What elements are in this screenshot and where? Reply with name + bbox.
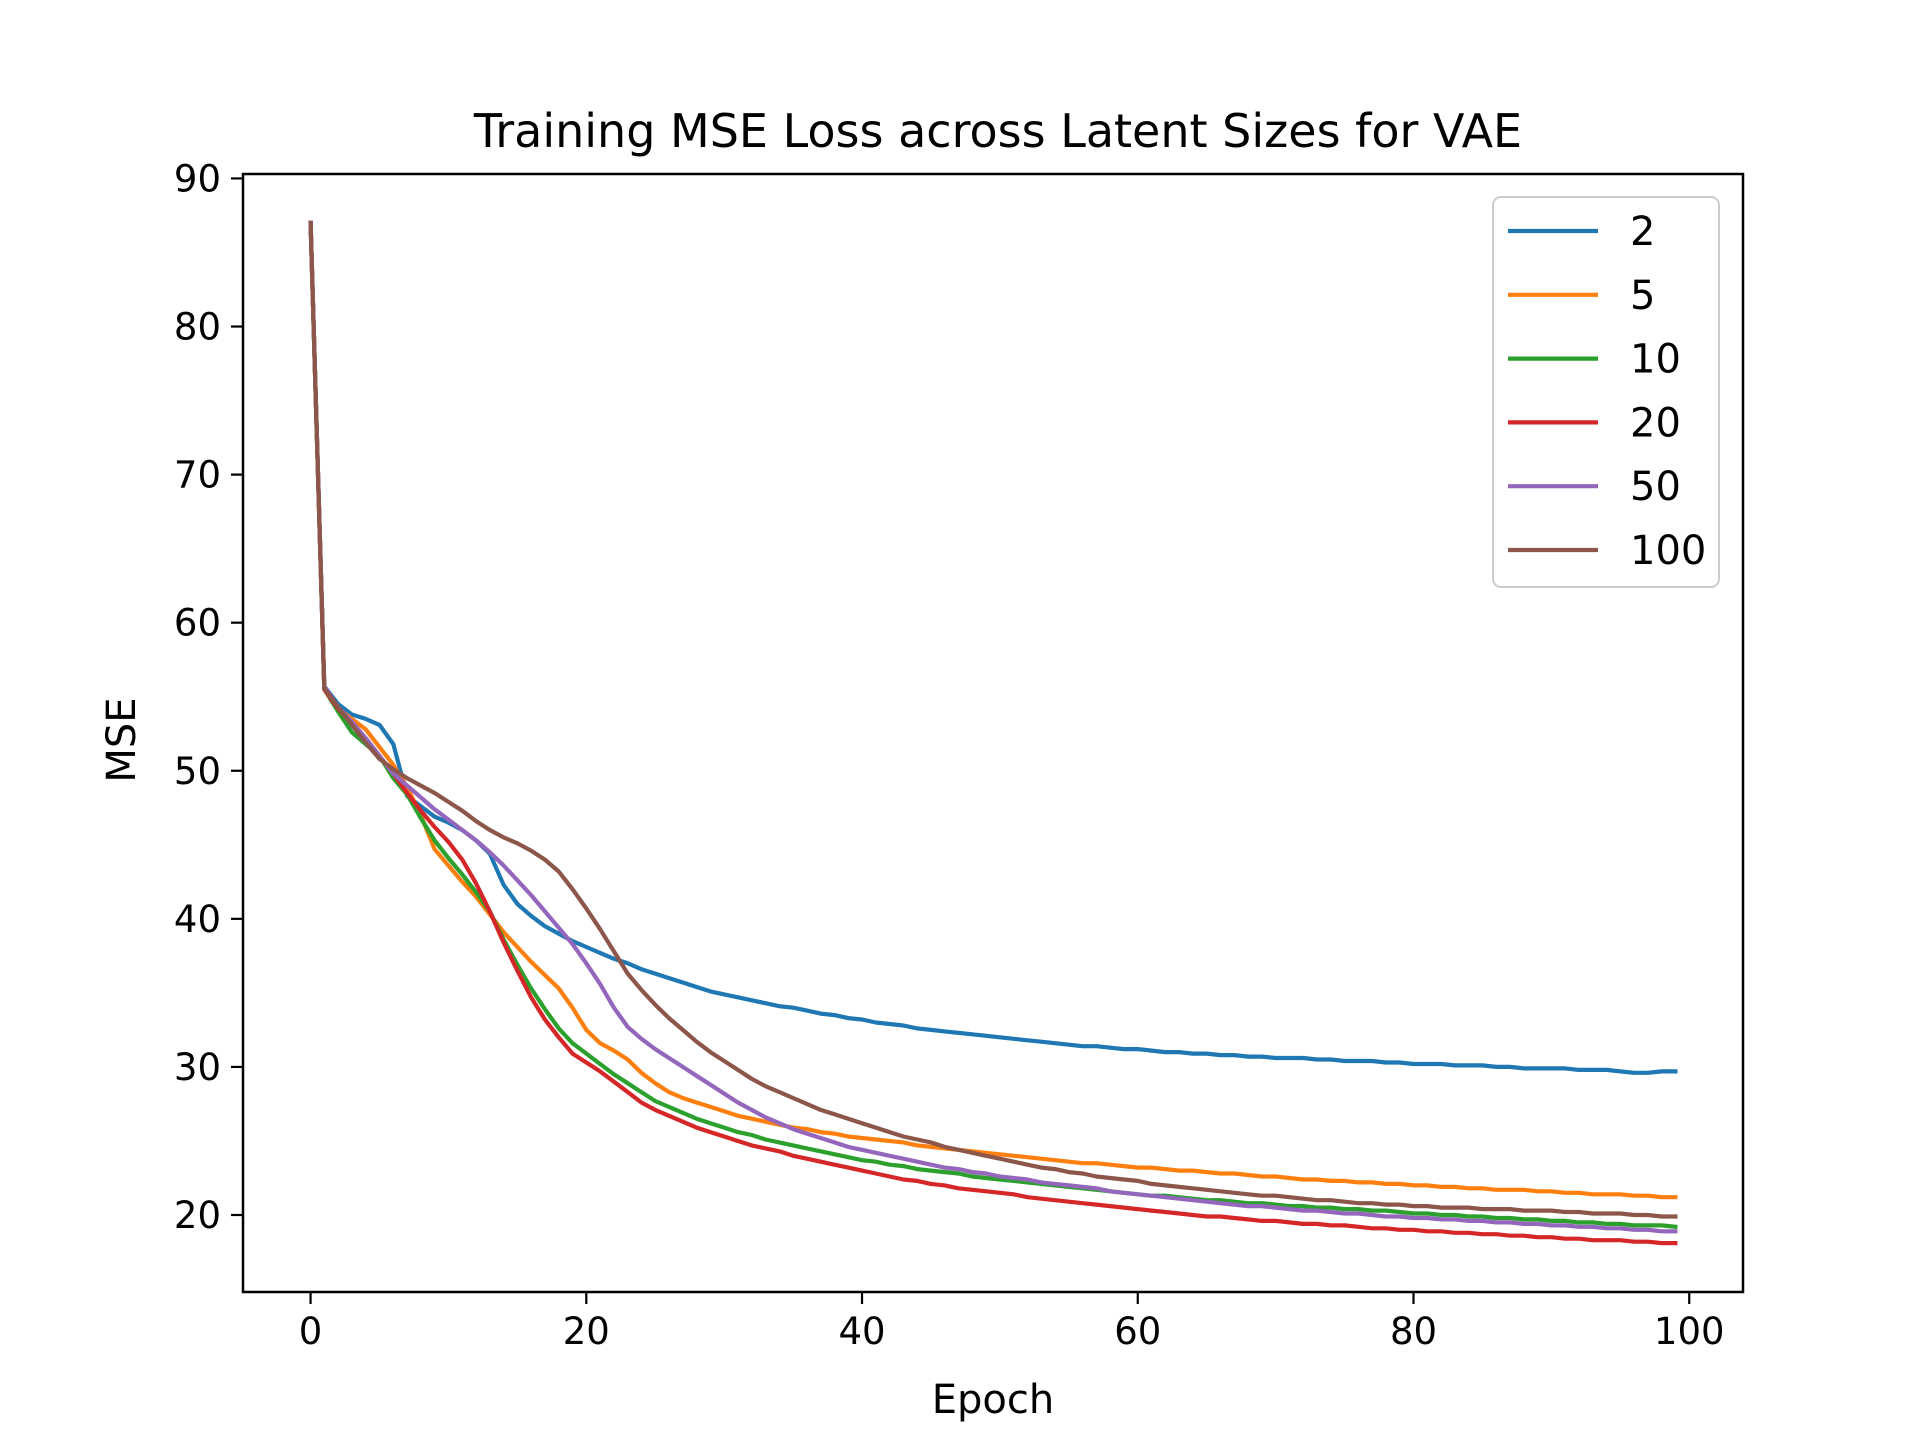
legend: 2 5 10 20 50 100	[1492, 196, 1720, 588]
y-axis-label: MSE	[99, 697, 145, 782]
x-tick-label: 40	[838, 1310, 885, 1353]
series-line-5	[308, 220, 1678, 1200]
y-axis: 20 30 40 50 60 70 80 90	[174, 157, 243, 1237]
legend-label-20: 20	[1630, 400, 1681, 446]
y-tick-label: 70	[174, 454, 221, 497]
legend-label-10: 10	[1630, 337, 1681, 383]
x-tick-label: 0	[299, 1310, 323, 1353]
y-tick-label: 60	[174, 602, 221, 645]
legend-label-50: 50	[1630, 464, 1681, 510]
x-tick-label: 20	[563, 1310, 610, 1353]
y-tick-label: 50	[174, 750, 221, 793]
y-tick-label: 40	[174, 898, 221, 941]
y-tick-label: 90	[174, 157, 221, 200]
x-tick-label: 60	[1114, 1310, 1161, 1353]
series-line-50	[308, 220, 1678, 1234]
series-layer	[308, 220, 1678, 1246]
plot-frame	[241, 172, 1745, 1294]
series-line-20	[308, 220, 1678, 1246]
x-axis: 0 20 40 60 80 100	[299, 1292, 1725, 1353]
series-line-100	[308, 220, 1678, 1219]
x-axis-label: Epoch	[932, 1377, 1054, 1423]
x-tick-label: 80	[1390, 1310, 1437, 1353]
y-tick-label: 20	[174, 1194, 221, 1237]
chart-title: Training MSE Loss across Latent Sizes fo…	[473, 104, 1522, 158]
legend-label-100: 100	[1630, 528, 1706, 574]
x-tick-label: 100	[1654, 1310, 1725, 1353]
series-line-2	[308, 220, 1678, 1075]
y-tick-label: 80	[174, 306, 221, 349]
legend-items: 2 5 10 20 50 100	[1508, 209, 1706, 574]
y-tick-label: 30	[174, 1046, 221, 1089]
legend-label-5: 5	[1630, 273, 1655, 319]
series-line-10	[308, 220, 1678, 1230]
legend-label-2: 2	[1630, 209, 1655, 255]
